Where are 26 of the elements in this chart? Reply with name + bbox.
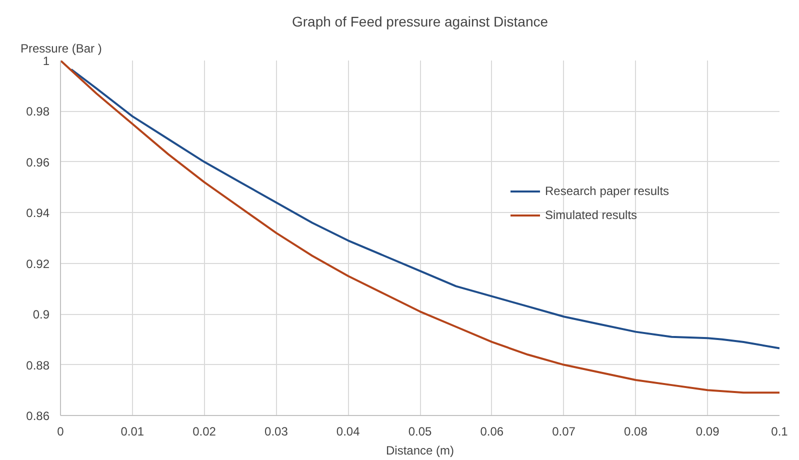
y-tick-label: 0.88 xyxy=(26,358,50,372)
x-tick-label: 0.08 xyxy=(624,424,648,438)
y-tick-label: 1 xyxy=(42,54,50,68)
y-tick-label: 0.98 xyxy=(26,104,50,119)
legend-label: Research paper results xyxy=(545,184,670,198)
x-tick-label: 0.01 xyxy=(120,424,144,438)
y-tick-label: 0.86 xyxy=(26,409,50,423)
line-series xyxy=(70,68,780,350)
x-tick-label: 0.1 xyxy=(771,424,788,438)
chart-title: Graph of Feed pressure against Distance xyxy=(292,14,548,30)
line-series xyxy=(60,60,780,394)
x-tick-label: 0.04 xyxy=(336,424,360,438)
x-tick-label: 0 xyxy=(57,424,64,438)
x-tick-label: 0.05 xyxy=(408,424,432,438)
x-tick-label: 0.07 xyxy=(552,424,576,438)
legend-label: Simulated results xyxy=(545,208,638,222)
x-axis-title: Distance (m) xyxy=(386,444,454,458)
y-axis-title: Pressure (Bar ) xyxy=(20,42,102,56)
x-tick-label: 0.09 xyxy=(696,424,720,438)
x-tick-label: 0.06 xyxy=(480,424,504,438)
y-tick-label: 0.96 xyxy=(26,155,50,170)
x-tick-label: 0.02 xyxy=(192,424,216,438)
x-tick-label: 0.03 xyxy=(264,424,288,438)
y-tick-label: 0.94 xyxy=(26,206,50,220)
y-tick-label: 0.9 xyxy=(32,308,50,322)
y-tick-label: 0.92 xyxy=(26,256,50,271)
